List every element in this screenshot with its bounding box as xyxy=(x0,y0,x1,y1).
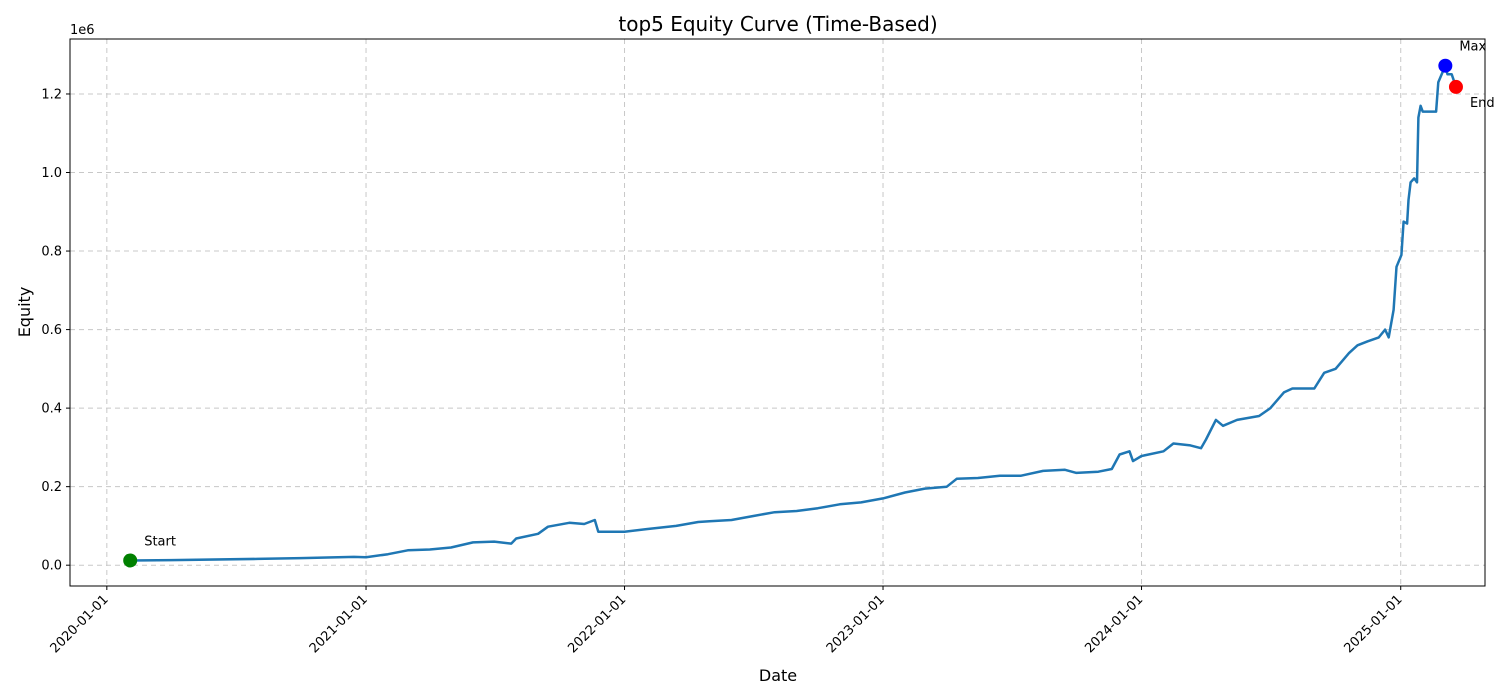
y-tick-label: 0.6 xyxy=(41,323,62,338)
x-tick-label: 2022-01-01 xyxy=(565,592,629,656)
y-tick-label: 0.0 xyxy=(41,559,62,574)
y-tick-label: 1.0 xyxy=(41,166,62,181)
x-tick-label: 2023-01-01 xyxy=(824,592,888,656)
y-axis-title: Equity xyxy=(15,287,34,338)
y-tick-label: 0.8 xyxy=(41,245,62,260)
x-axis-title: Date xyxy=(759,666,797,685)
start-annotation: Start xyxy=(144,534,176,549)
x-tick-label: 2020-01-01 xyxy=(48,592,112,656)
equity-series-line xyxy=(130,64,1458,562)
grid-lines xyxy=(70,39,1485,586)
max-annotation: Max xyxy=(1459,40,1486,55)
y-tick-label: 0.4 xyxy=(41,402,62,417)
chart-title: top5 Equity Curve (Time-Based) xyxy=(618,12,937,36)
max-marker xyxy=(1438,58,1453,73)
y-tick-label: 0.2 xyxy=(41,480,62,495)
x-tick-label: 2024-01-01 xyxy=(1082,592,1146,656)
start-marker xyxy=(123,553,138,568)
end-annotation: End xyxy=(1470,96,1495,111)
x-tick-label: 2021-01-01 xyxy=(307,592,371,656)
y-tick-label: 1.2 xyxy=(41,87,62,102)
plot-area: Start Max End xyxy=(123,40,1495,568)
plot-frame xyxy=(69,38,1486,587)
y-axis-scale-label: 1e6 xyxy=(70,23,95,38)
end-marker xyxy=(1448,79,1463,94)
x-tick-label: 2025-01-01 xyxy=(1342,592,1406,656)
